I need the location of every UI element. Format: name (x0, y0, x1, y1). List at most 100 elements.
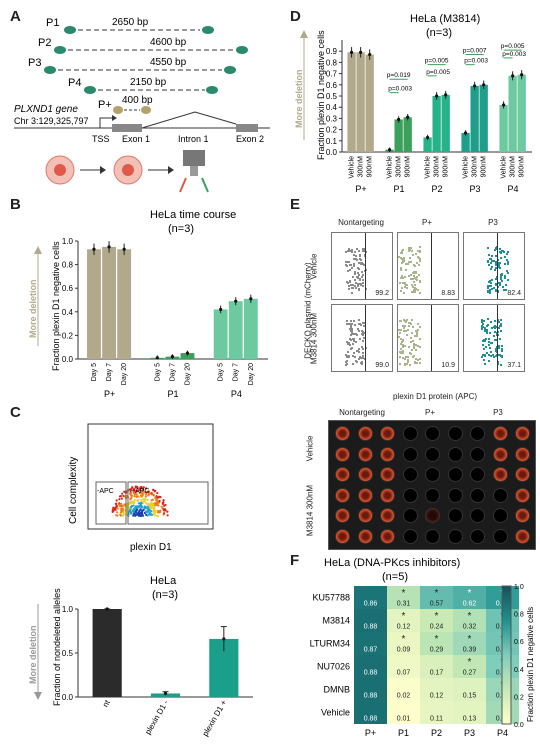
event-dot (417, 323, 420, 326)
event-dot (498, 353, 501, 356)
event-dot (357, 268, 360, 271)
event-dot (409, 341, 412, 344)
density-dot (143, 497, 147, 501)
event-dot (495, 264, 498, 267)
event-dot (404, 355, 407, 358)
cell-value: 0.29 (430, 647, 444, 654)
gate-line (365, 305, 366, 371)
density-dot (161, 501, 165, 505)
cell-value: 0.09 (397, 647, 411, 654)
density-dot (121, 509, 124, 512)
event-dot (488, 290, 491, 293)
event-dot (403, 256, 406, 259)
density-dot (133, 498, 137, 502)
event-dot (404, 357, 407, 360)
well (447, 426, 463, 441)
density-dot (158, 510, 161, 514)
plate-col-label: P3 (493, 408, 503, 417)
event-dot (413, 342, 416, 345)
event-dot (403, 320, 406, 323)
density-dot (151, 510, 155, 513)
facs-y-label: Cell complexity (68, 457, 79, 524)
event-dot (401, 338, 404, 341)
event-dot (497, 265, 500, 268)
facs-col-label: Nontargeting (338, 218, 384, 227)
bar (423, 137, 432, 152)
cell-value: 0.57 (430, 601, 444, 608)
workflow-cells (45, 150, 209, 193)
data-point (397, 117, 401, 122)
event-dot (354, 257, 357, 260)
x-tick-label: Day 7 (106, 363, 113, 381)
event-dot (480, 321, 483, 324)
x-tick-label: Vehicle (425, 156, 432, 179)
probe-p2-size: 4600 bp (150, 37, 187, 48)
event-dot (409, 353, 412, 356)
event-dot (348, 280, 351, 283)
x-tick-label: Day 5 (218, 363, 225, 381)
probe-p4-label: P4 (68, 77, 81, 89)
density-dot (157, 496, 160, 499)
event-dot (416, 335, 419, 338)
x-tick-label: Day 7 (233, 363, 240, 381)
event-dot (409, 273, 412, 276)
event-dot (411, 290, 414, 293)
event-dot (355, 341, 358, 344)
event-dot (403, 318, 406, 321)
event-dot (359, 259, 362, 262)
data-point (406, 115, 410, 119)
chart-title: HeLa (DNA-PKcs inhibitors) (324, 557, 460, 569)
event-dot (412, 285, 415, 288)
event-dot (352, 254, 355, 257)
event-dot (404, 282, 407, 285)
event-dot (408, 246, 411, 249)
event-dot (417, 359, 420, 362)
event-dot (356, 267, 359, 270)
density-dot (123, 503, 126, 506)
exon1-label: Exon 1 (122, 134, 150, 144)
significance-star: * (468, 611, 472, 622)
event-dot (356, 272, 359, 275)
event-dot (401, 248, 404, 251)
well (357, 528, 373, 544)
y-tick-label: 0.4 (62, 308, 74, 317)
event-dot (400, 338, 403, 341)
significance-star: * (468, 588, 472, 599)
density-dot (138, 491, 141, 495)
event-dot (480, 324, 483, 327)
event-dot (358, 338, 361, 341)
bar (441, 94, 450, 152)
event-dot (411, 272, 414, 275)
density-dot (120, 503, 123, 507)
sort-stream-icon (179, 177, 187, 193)
density-dot (129, 490, 132, 493)
sgrna-icon (64, 26, 76, 34)
event-dot (345, 354, 348, 357)
event-dot (350, 333, 353, 336)
event-dot (415, 358, 418, 361)
panel-c: Cell complexity -APC +APC plexin D1 HeLa… (28, 423, 253, 738)
panel-e: DECKO plasmid (mCherry) Nontargeting P+ P3… (290, 196, 540, 551)
group-label: P1 (393, 184, 404, 194)
bar (499, 104, 508, 152)
event-dot (350, 291, 353, 294)
event-dot (350, 346, 353, 349)
event-dot (405, 320, 408, 323)
event-dot (357, 285, 360, 288)
event-dot (418, 257, 421, 260)
density-dot (136, 499, 139, 503)
event-dot (358, 255, 361, 258)
density-dot (166, 514, 169, 517)
event-dot (417, 256, 420, 259)
density-dot (158, 499, 161, 503)
well (425, 528, 440, 544)
event-dot (418, 280, 421, 283)
event-dot (491, 288, 494, 291)
event-dot (401, 343, 404, 346)
event-dot (505, 288, 508, 291)
event-dot (414, 361, 417, 364)
event-dot (362, 352, 365, 355)
event-dot (412, 289, 415, 292)
density-dot (129, 511, 132, 514)
event-dot (498, 324, 501, 327)
